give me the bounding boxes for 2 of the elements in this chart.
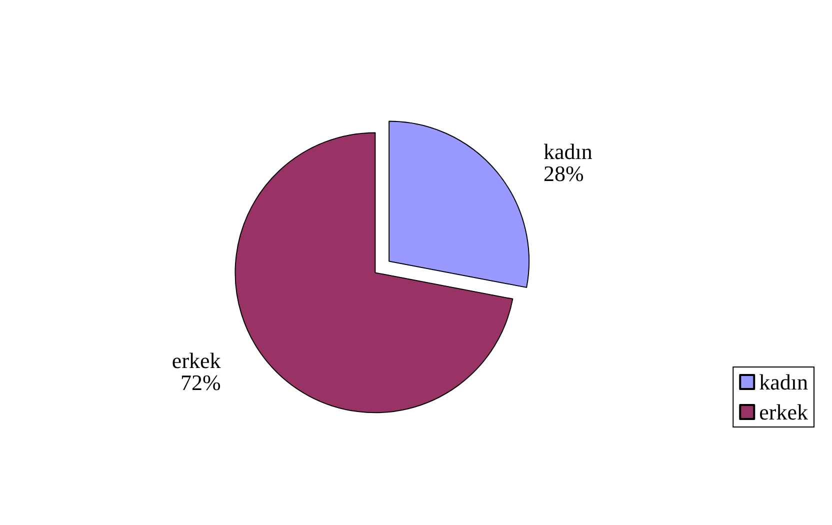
legend-label: kadın: [759, 370, 808, 394]
legend-label: erkek: [759, 400, 808, 424]
